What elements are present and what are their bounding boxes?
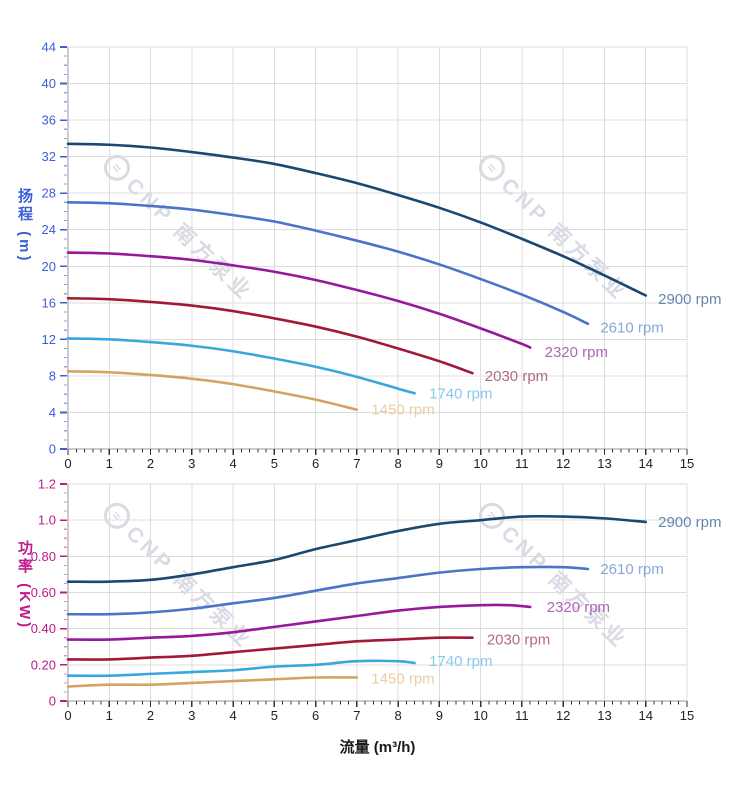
y-tick-label: 0.80 bbox=[31, 549, 56, 564]
curve-2320-rpm bbox=[66, 251, 532, 349]
y-tick-label: 32 bbox=[42, 149, 56, 164]
y-axis-ticks bbox=[60, 483, 67, 702]
axis-lines bbox=[67, 47, 687, 450]
y-tick-label: 8 bbox=[49, 368, 56, 383]
x-tick-label: 8 bbox=[395, 708, 402, 723]
chart-head-curves: 0 1 2 3 4 5 6 7 8 9 10 11 12 13 14 15048121620242832364… bbox=[42, 40, 722, 472]
y-tick-label: 28 bbox=[42, 186, 56, 201]
x-tick-label: 13 bbox=[597, 708, 611, 723]
x-tick-label: 2 bbox=[147, 708, 154, 723]
series-label-2320-rpm: 2320 rpm bbox=[545, 344, 608, 361]
curve-1740-rpm bbox=[66, 659, 416, 678]
y-axis-labels: 0 4 8 12 16 20 24 28 32 36 40 44 bbox=[42, 40, 56, 457]
series-label-2030-rpm: 2030 rpm bbox=[487, 632, 550, 649]
head-axis-title: 扬程 (m) bbox=[16, 188, 33, 264]
y-tick-label: 36 bbox=[42, 113, 56, 128]
y-tick-label: 0.40 bbox=[31, 621, 56, 636]
x-tick-label: 5 bbox=[271, 708, 278, 723]
x-tick-label: 9 bbox=[436, 708, 443, 723]
series-label-2610-rpm: 2610 rpm bbox=[600, 319, 663, 336]
x-tick-label: 12 bbox=[556, 456, 570, 471]
series-label-1740-rpm: 1740 rpm bbox=[429, 385, 492, 402]
x-tick-label: 15 bbox=[680, 456, 694, 471]
y-axis-labels: 0 0.20 0.40 0.60 0.80 1.0 1.2 bbox=[31, 477, 56, 709]
x-tick-label: 6 bbox=[312, 708, 319, 723]
x-axis-ticks bbox=[67, 449, 688, 455]
x-tick-label: 12 bbox=[556, 708, 570, 723]
x-tick-label: 5 bbox=[271, 456, 278, 471]
x-tick-label: 7 bbox=[353, 456, 360, 471]
y-tick-label: 1.2 bbox=[38, 477, 56, 492]
series-label-2900-rpm: 2900 rpm bbox=[658, 291, 721, 308]
x-tick-label: 14 bbox=[638, 708, 652, 723]
axis-lines bbox=[67, 484, 687, 702]
x-tick-label: 10 bbox=[473, 456, 487, 471]
x-tick-label: 4 bbox=[229, 456, 236, 471]
x-tick-label: 15 bbox=[680, 708, 694, 723]
y-tick-label: 24 bbox=[42, 222, 56, 237]
y-tick-label: 1.0 bbox=[38, 513, 56, 528]
x-tick-label: 4 bbox=[229, 708, 236, 723]
y-tick-label: 0 bbox=[49, 442, 56, 457]
x-tick-label: 0 bbox=[64, 708, 71, 723]
x-tick-label: 8 bbox=[395, 456, 402, 471]
series-label-2610-rpm: 2610 rpm bbox=[600, 561, 663, 578]
y-tick-label: 20 bbox=[42, 259, 56, 274]
curve-1740-rpm bbox=[66, 337, 416, 395]
curve-2900-rpm bbox=[66, 142, 648, 297]
series-label-1450-rpm: 1450 rpm bbox=[371, 402, 434, 419]
series-label-2320-rpm: 2320 rpm bbox=[547, 599, 610, 616]
y-tick-label: 12 bbox=[42, 332, 56, 347]
x-tick-label: 1 bbox=[106, 456, 113, 471]
gridlines bbox=[67, 46, 688, 450]
curve-2610-rpm bbox=[66, 565, 590, 616]
flow-axis-title: 流量 (m³/h) bbox=[339, 739, 416, 756]
curve-2030-rpm bbox=[66, 296, 474, 375]
x-tick-label: 7 bbox=[353, 708, 360, 723]
curve-1450-rpm bbox=[66, 370, 359, 412]
y-tick-label: 0 bbox=[49, 694, 56, 709]
y-tick-label: 40 bbox=[42, 76, 56, 91]
x-tick-label: 3 bbox=[188, 708, 195, 723]
y-tick-label: 4 bbox=[49, 405, 56, 420]
series-label-2030-rpm: 2030 rpm bbox=[485, 368, 548, 385]
y-tick-label: 16 bbox=[42, 295, 56, 310]
y-axis-ticks bbox=[60, 46, 67, 450]
x-tick-label: 11 bbox=[515, 708, 529, 723]
y-tick-label: 0.60 bbox=[31, 585, 56, 600]
x-tick-label: 2 bbox=[147, 456, 154, 471]
x-tick-label: 11 bbox=[515, 456, 529, 471]
x-tick-label: 13 bbox=[597, 456, 611, 471]
x-tick-label: 6 bbox=[312, 456, 319, 471]
x-tick-label: 3 bbox=[188, 456, 195, 471]
x-axis-labels: 0 1 2 3 4 5 6 7 8 9 10 11 12 13 14 15 bbox=[64, 708, 694, 723]
curve-2900-rpm bbox=[66, 514, 648, 584]
x-tick-label: 10 bbox=[473, 708, 487, 723]
x-tick-label: 1 bbox=[106, 708, 113, 723]
x-tick-label: 0 bbox=[64, 456, 71, 471]
series-label-2900-rpm: 2900 rpm bbox=[658, 514, 721, 531]
series-label-1450-rpm: 1450 rpm bbox=[371, 670, 434, 687]
series-label-1740-rpm: 1740 rpm bbox=[429, 653, 492, 670]
power-axis-title: 功率 (KW) bbox=[16, 540, 33, 631]
curve-2610-rpm bbox=[66, 201, 590, 326]
x-tick-label: 9 bbox=[436, 456, 443, 471]
x-tick-label: 14 bbox=[638, 456, 652, 471]
x-axis-ticks bbox=[67, 701, 688, 707]
y-tick-label: 44 bbox=[42, 40, 56, 55]
y-tick-label: 0.20 bbox=[31, 657, 56, 672]
curve-2030-rpm bbox=[66, 636, 474, 661]
chart-power-curves: 0 1 2 3 4 5 6 7 8 9 10 11 12 13 14 1500.200.400.600.801… bbox=[31, 477, 722, 724]
curve-2320-rpm bbox=[66, 603, 532, 641]
curve-1450-rpm bbox=[66, 676, 359, 688]
x-axis-labels: 0 1 2 3 4 5 6 7 8 9 10 11 12 13 14 15 bbox=[64, 456, 694, 471]
